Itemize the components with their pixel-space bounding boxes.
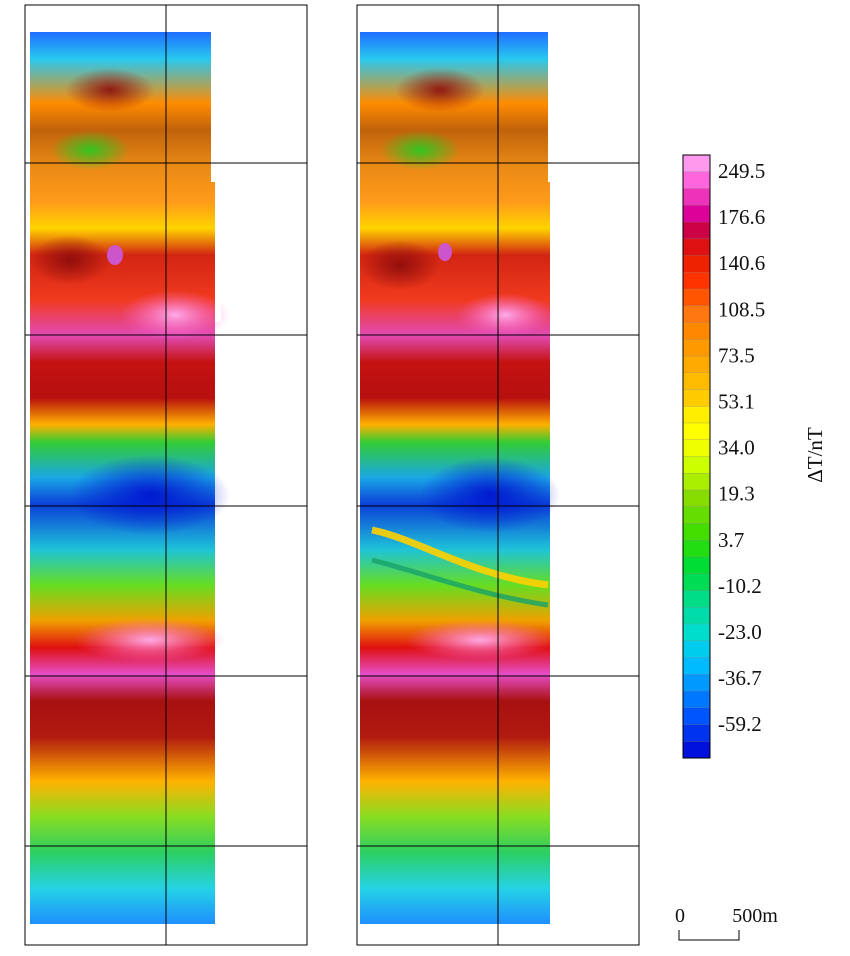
colorbar-frame xyxy=(682,154,711,759)
colorbar-swatch xyxy=(682,590,711,608)
colorbar-swatch xyxy=(682,540,711,558)
colorbar-swatch xyxy=(682,154,711,173)
colorbar-swatch xyxy=(682,238,711,257)
colorbar-swatch xyxy=(682,221,711,240)
colorbar-tick-label: -59.2 xyxy=(718,712,762,736)
right-map-grid xyxy=(356,4,640,946)
colorbar-swatch xyxy=(682,741,711,759)
colorbar-swatch xyxy=(682,288,711,307)
colorbar-swatch xyxy=(682,339,711,357)
colorbar-swatch xyxy=(682,406,711,424)
colorbar-title: ΔT/nT xyxy=(803,427,827,483)
colorbar-tick-label: 249.5 xyxy=(718,159,765,183)
colorbar-swatch xyxy=(682,724,711,742)
colorbar-swatch xyxy=(682,556,711,575)
scale-bar-line xyxy=(678,930,740,941)
colorbar-tick-label: 19.3 xyxy=(718,482,755,506)
colorbar-swatch xyxy=(682,322,711,340)
colorbar-tick-label: 176.6 xyxy=(718,205,765,229)
colorbar-swatch xyxy=(682,523,711,541)
colorbar-swatch xyxy=(682,674,711,692)
colorbar-swatch xyxy=(682,607,711,625)
colorbar-swatch xyxy=(682,623,711,642)
colorbar-swatch xyxy=(682,255,711,273)
colorbar-swatch xyxy=(682,188,711,206)
colorbar-swatch xyxy=(682,473,711,491)
colorbar-swatch xyxy=(682,372,711,391)
colorbar-swatch xyxy=(682,573,711,592)
left-map-anomaly-strip xyxy=(30,32,230,924)
colorbar-tick-label: 140.6 xyxy=(718,251,765,275)
colorbar-swatch xyxy=(682,422,711,441)
colorbar-tick-label: 34.0 xyxy=(718,436,755,460)
colorbar-swatch xyxy=(682,272,711,290)
colorbar-tick-label: -10.2 xyxy=(718,574,762,598)
colorbar-swatch xyxy=(682,389,711,407)
colorbar-swatch xyxy=(682,305,711,324)
colorbar-swatch xyxy=(682,439,711,458)
right-map-anomaly-strip xyxy=(360,32,560,924)
colorbar-swatches xyxy=(682,154,711,759)
colorbar-swatch xyxy=(682,456,711,474)
colorbar-swatch xyxy=(682,171,711,190)
colorbar-tick-label: 73.5 xyxy=(718,343,755,367)
left-map-grid xyxy=(24,4,308,946)
colorbar-swatch xyxy=(682,205,711,223)
colorbar-swatch xyxy=(682,640,711,659)
colorbar-tick-label: 108.5 xyxy=(718,297,765,321)
colorbar: 249.5 176.6 140.6 108.5 73.5 53.1 34.0 19.3 3.7 -… xyxy=(682,154,827,759)
colorbar-tick-label: 53.1 xyxy=(718,390,755,414)
right-map xyxy=(356,4,640,946)
colorbar-swatch xyxy=(682,707,711,726)
scale-bar: 0 500m xyxy=(675,905,778,941)
scale-bar-start-label: 0 xyxy=(675,905,685,927)
colorbar-swatch xyxy=(682,506,711,525)
colorbar-swatch xyxy=(682,690,711,709)
colorbar-tick-label: -36.7 xyxy=(718,666,762,690)
colorbar-swatch xyxy=(682,489,711,508)
colorbar-swatch xyxy=(682,355,711,374)
colorbar-tick-label: -23.0 xyxy=(718,620,762,644)
scale-bar-end-label: 500m xyxy=(732,905,778,927)
colorbar-tick-labels: 249.5 176.6 140.6 108.5 73.5 53.1 34.0 19.3 3.7 -… xyxy=(718,159,765,736)
left-map xyxy=(24,4,308,946)
colorbar-swatch xyxy=(682,657,711,675)
colorbar-tick-label: 3.7 xyxy=(718,528,744,552)
